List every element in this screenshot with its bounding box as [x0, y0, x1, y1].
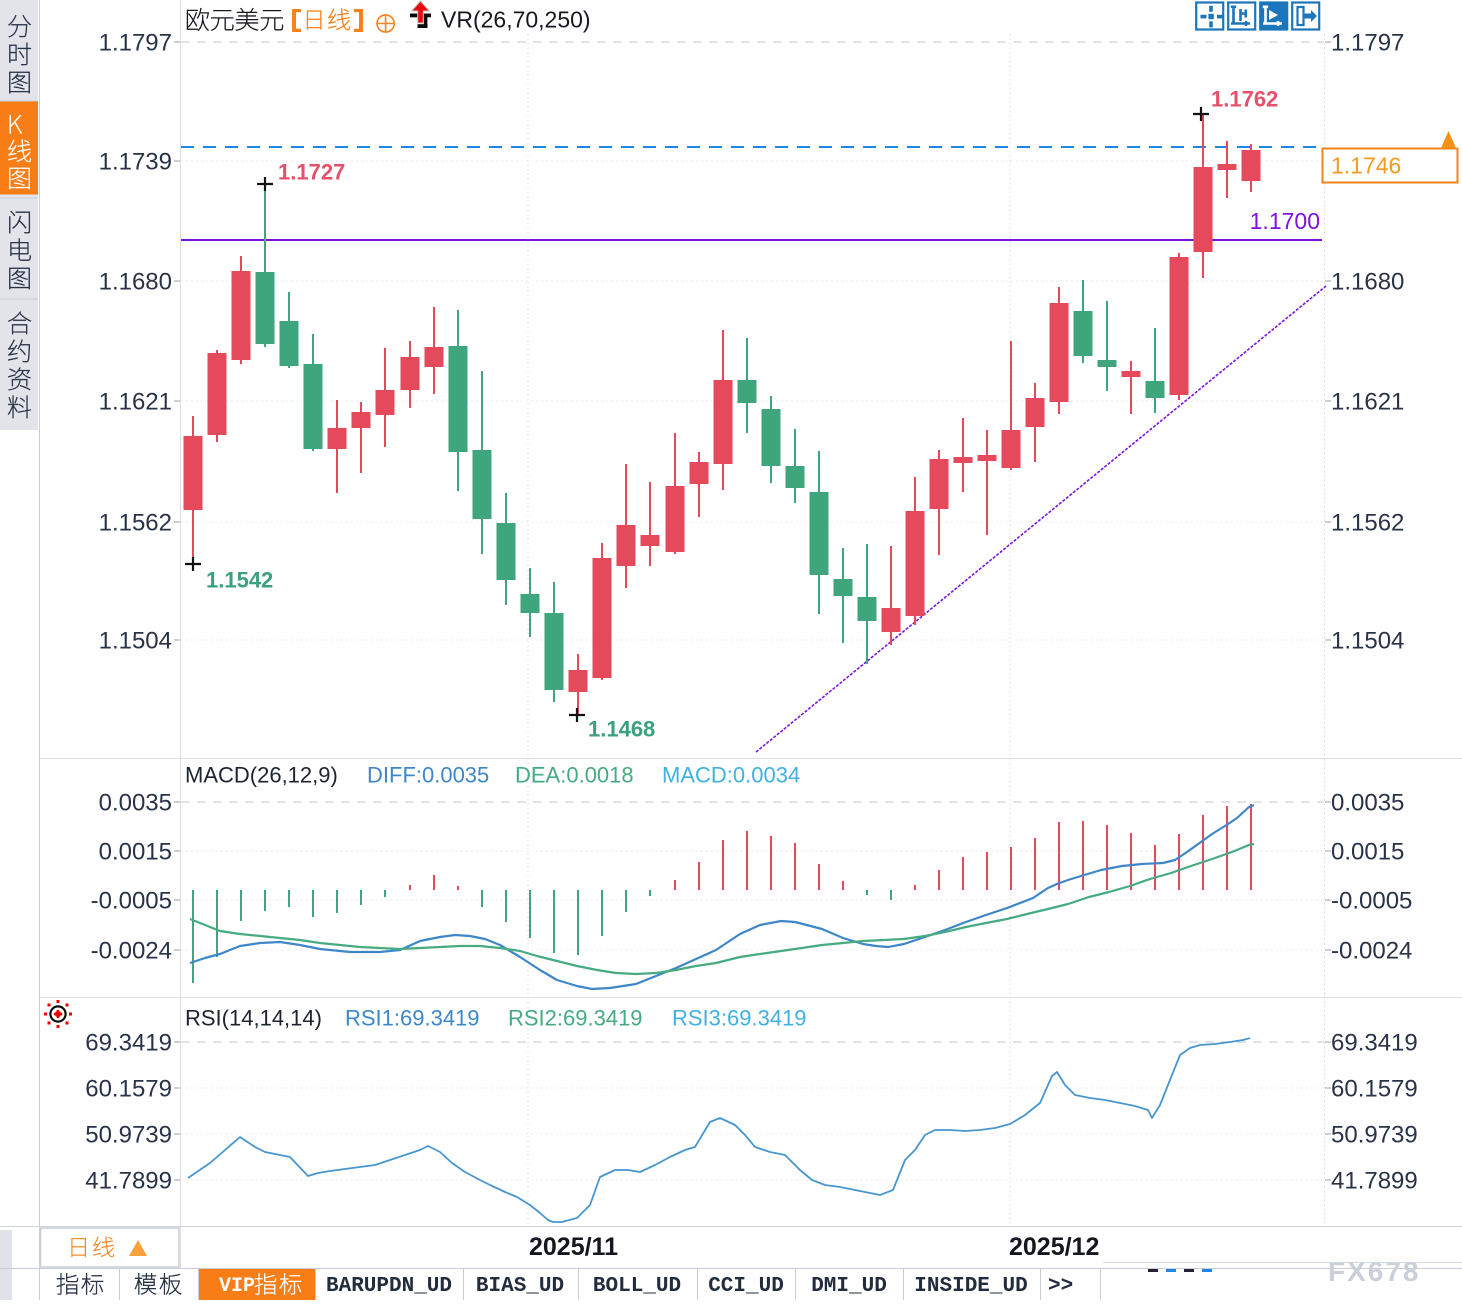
svg-text:1.1797: 1.1797: [1331, 29, 1404, 56]
svg-text:1.1504: 1.1504: [1331, 627, 1404, 654]
svg-text:BARUPDN_UD: BARUPDN_UD: [326, 1275, 452, 1298]
svg-text:1.1504: 1.1504: [99, 627, 172, 654]
svg-text:RSI2:69.3419: RSI2:69.3419: [508, 1006, 643, 1031]
svg-text:0.0015: 0.0015: [1331, 838, 1404, 865]
svg-text:-0.0005: -0.0005: [1331, 887, 1412, 914]
svg-text:50.9739: 50.9739: [85, 1121, 172, 1148]
svg-text:1.1797: 1.1797: [99, 29, 172, 56]
svg-text:INSIDE_UD: INSIDE_UD: [914, 1275, 1027, 1298]
svg-text:FX678: FX678: [1328, 1256, 1421, 1287]
svg-text:BOLL_UD: BOLL_UD: [593, 1275, 681, 1298]
svg-text:2025/11: 2025/11: [529, 1233, 618, 1261]
svg-text:1.1680: 1.1680: [1331, 268, 1404, 295]
svg-text:MACD:0.0034: MACD:0.0034: [662, 763, 800, 788]
svg-text:60.1579: 60.1579: [1331, 1075, 1418, 1102]
svg-text:-0.0005: -0.0005: [91, 887, 172, 914]
svg-text:0.0035: 0.0035: [99, 789, 172, 816]
svg-text:1.1700: 1.1700: [1250, 208, 1320, 234]
svg-text:1.1680: 1.1680: [99, 268, 172, 295]
svg-text:VR(26,70,250): VR(26,70,250): [441, 7, 591, 33]
svg-text:50.9739: 50.9739: [1331, 1121, 1418, 1148]
svg-text:1.1621: 1.1621: [1331, 388, 1404, 415]
svg-text:1.1562: 1.1562: [1331, 509, 1404, 536]
svg-text:BIAS_UD: BIAS_UD: [476, 1275, 564, 1298]
svg-text:CCI_UD: CCI_UD: [708, 1275, 784, 1298]
svg-text:RSI(14,14,14): RSI(14,14,14): [185, 1006, 322, 1031]
svg-text:1.1562: 1.1562: [99, 509, 172, 536]
svg-text:1.1746: 1.1746: [1331, 153, 1401, 179]
svg-text:>>: >>: [1048, 1275, 1073, 1298]
svg-text:RSI1:69.3419: RSI1:69.3419: [345, 1006, 480, 1031]
svg-text:DMI_UD: DMI_UD: [811, 1275, 887, 1298]
svg-text:1.1621: 1.1621: [99, 388, 172, 415]
svg-text:VIP: VIP: [219, 1275, 255, 1298]
svg-text:41.7899: 41.7899: [1331, 1167, 1418, 1194]
svg-text:2025/12: 2025/12: [1009, 1233, 1099, 1261]
svg-text:60.1579: 60.1579: [85, 1075, 172, 1102]
svg-text:MACD(26,12,9): MACD(26,12,9): [185, 763, 338, 788]
svg-text:1.1468: 1.1468: [588, 717, 655, 742]
svg-text:-0.0024: -0.0024: [91, 937, 172, 964]
svg-text:0.0035: 0.0035: [1331, 789, 1404, 816]
svg-text:DEA:0.0018: DEA:0.0018: [515, 763, 634, 788]
svg-text:1.1542: 1.1542: [206, 568, 273, 593]
svg-text:RSI3:69.3419: RSI3:69.3419: [672, 1006, 807, 1031]
svg-text:1.1727: 1.1727: [278, 160, 345, 185]
svg-text:-0.0024: -0.0024: [1331, 937, 1412, 964]
svg-text:0.0015: 0.0015: [99, 838, 172, 865]
svg-text:1.1762: 1.1762: [1211, 87, 1278, 112]
svg-text:69.3419: 69.3419: [1331, 1029, 1418, 1056]
svg-text:41.7899: 41.7899: [85, 1167, 172, 1194]
svg-text:69.3419: 69.3419: [85, 1029, 172, 1056]
svg-text:1.1739: 1.1739: [99, 148, 172, 175]
svg-text:DIFF:0.0035: DIFF:0.0035: [367, 763, 489, 788]
